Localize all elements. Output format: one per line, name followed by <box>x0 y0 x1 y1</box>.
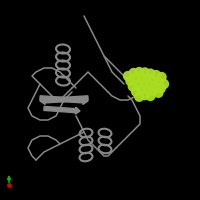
Point <box>157 91 160 94</box>
Point <box>134 90 138 93</box>
Point <box>159 87 162 90</box>
Point <box>129 79 132 83</box>
Point <box>151 89 154 92</box>
Point <box>140 76 143 79</box>
Point <box>151 78 154 82</box>
FancyArrow shape <box>40 96 88 104</box>
Point <box>143 94 146 97</box>
Point <box>154 73 158 77</box>
Point <box>149 94 152 98</box>
Point <box>140 88 143 91</box>
Point <box>157 80 160 84</box>
Point <box>162 82 166 86</box>
FancyArrow shape <box>40 96 88 104</box>
Point <box>131 85 134 88</box>
Point <box>148 83 151 86</box>
Point <box>142 82 146 85</box>
Point <box>138 95 141 98</box>
Point <box>7 183 11 187</box>
Point <box>160 75 163 79</box>
Point <box>132 71 135 75</box>
FancyArrow shape <box>44 106 80 114</box>
Point <box>126 74 130 78</box>
Point <box>146 77 149 80</box>
Point <box>134 77 138 80</box>
Point <box>149 72 152 75</box>
Point <box>143 71 146 74</box>
Point <box>138 70 141 74</box>
Point <box>137 82 140 86</box>
Point <box>154 85 157 88</box>
Point <box>146 88 149 91</box>
